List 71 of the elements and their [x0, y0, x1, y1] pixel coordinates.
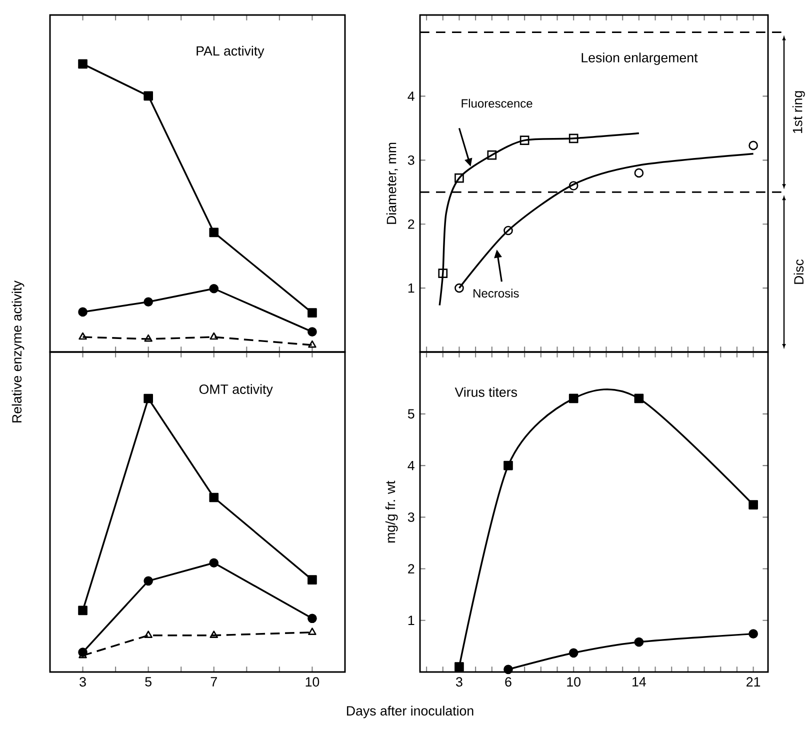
point — [454, 662, 464, 672]
chart-title: OMT activity — [199, 384, 273, 397]
point — [144, 630, 152, 638]
point — [504, 460, 513, 470]
point — [568, 648, 578, 658]
point — [144, 297, 153, 307]
point — [308, 628, 316, 636]
y-tick-label: 4 — [408, 460, 414, 470]
text: Lesion enlargement — [582, 52, 698, 66]
point — [144, 576, 153, 586]
point — [568, 181, 578, 190]
point — [209, 284, 219, 294]
x-tick-label: 21 — [746, 677, 760, 686]
point — [454, 173, 464, 183]
x-tick-label: 3 — [80, 677, 86, 687]
point — [78, 59, 88, 69]
y-axis-title: mg/g fr. wt — [385, 480, 398, 542]
point — [308, 327, 317, 336]
point — [210, 630, 218, 638]
x-tick-label: 10 — [306, 677, 320, 687]
point — [144, 334, 152, 342]
text: 1st ring — [792, 91, 805, 134]
point — [634, 637, 644, 647]
y-tick-label: 2 — [408, 219, 414, 229]
point — [634, 394, 644, 404]
point — [144, 394, 153, 404]
point — [520, 136, 530, 145]
series-label: Necrosis — [474, 288, 519, 298]
point — [568, 394, 578, 404]
x-tick-label: 10 — [567, 677, 580, 687]
text: Virus titers — [454, 387, 518, 397]
text: Disc — [794, 259, 804, 284]
point — [487, 150, 497, 160]
point — [78, 332, 87, 340]
y-axis-title: Diameter, mm — [386, 142, 398, 224]
point — [748, 500, 758, 510]
x-axis-title: Days after inoculation — [346, 706, 474, 718]
point — [308, 340, 316, 348]
point — [748, 629, 758, 638]
point — [438, 268, 448, 278]
y-tick-label: 3 — [408, 155, 414, 165]
point — [748, 140, 758, 150]
point — [504, 226, 513, 236]
point — [209, 558, 219, 568]
point — [454, 283, 464, 293]
point — [78, 606, 88, 616]
x-tick-label: 5 — [145, 677, 152, 686]
chart-title: PAL activity — [196, 46, 264, 58]
y-axis-title: Relative enzyme activity — [12, 280, 24, 422]
y-tick-label: 1 — [408, 283, 414, 293]
point — [209, 228, 219, 238]
point — [568, 134, 578, 144]
y-tick-label: 4 — [408, 92, 414, 101]
point — [210, 332, 218, 340]
y-tick-label: 2 — [408, 564, 414, 574]
y-tick-label: 3 — [408, 512, 414, 522]
text: Fluorescence — [462, 98, 532, 108]
y-tick-label: 5 — [408, 409, 414, 419]
y-tick-label: 1 — [408, 616, 414, 625]
point — [308, 614, 317, 624]
x-tick-label: 3 — [456, 677, 462, 687]
point — [308, 308, 317, 318]
x-tick-label: 7 — [210, 677, 217, 686]
point — [78, 307, 88, 317]
point — [144, 91, 153, 101]
point — [209, 492, 219, 502]
point — [634, 168, 644, 178]
x-tick-label: 14 — [632, 677, 646, 686]
point — [504, 664, 513, 674]
x-tick-label: 6 — [505, 677, 512, 687]
point — [308, 575, 317, 584]
